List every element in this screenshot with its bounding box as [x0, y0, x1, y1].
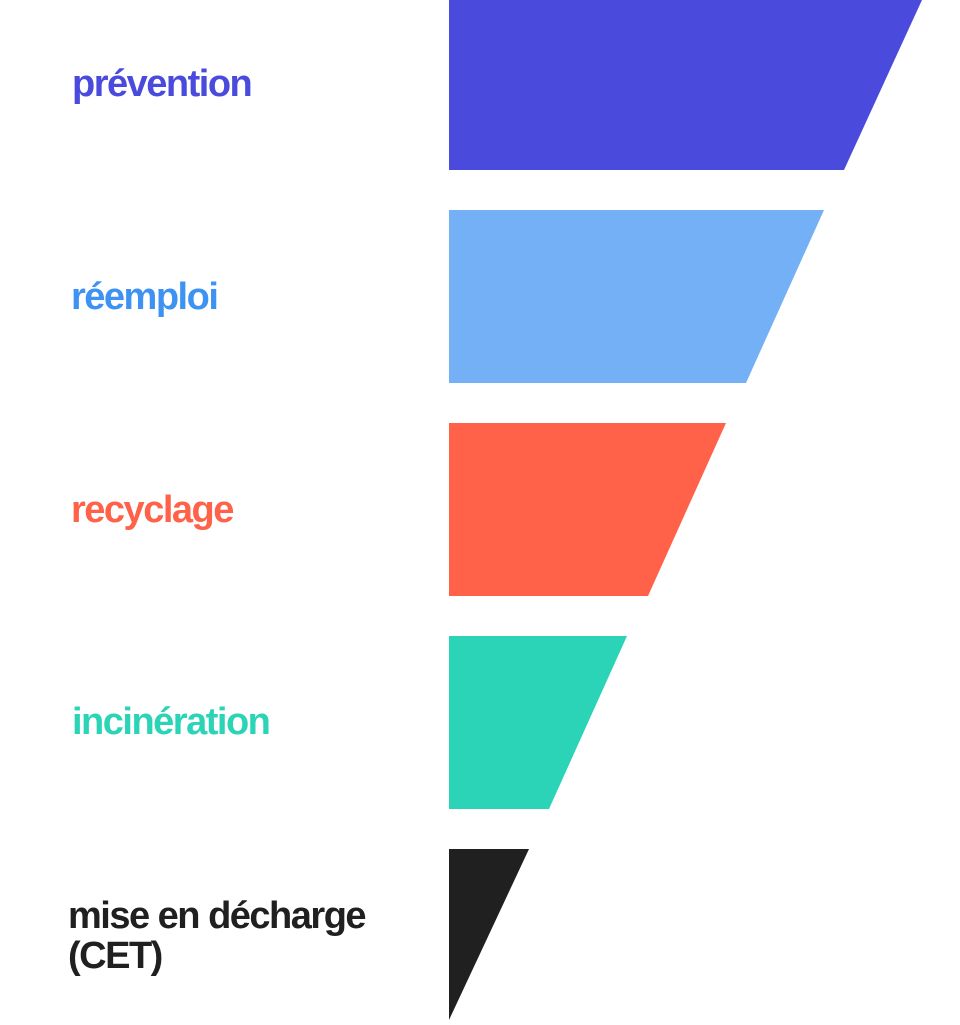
level-label: mise en décharge	[68, 895, 365, 937]
level-shape	[449, 423, 726, 596]
level-shape	[449, 636, 627, 809]
level-label: prévention	[72, 63, 251, 105]
level-shape	[449, 210, 824, 383]
level-shape	[449, 849, 529, 1020]
level-label: recyclage	[71, 489, 233, 531]
level-label: (CET)	[68, 935, 162, 977]
level-label: incinération	[72, 701, 269, 743]
level-label: réemploi	[71, 276, 217, 318]
level-shape	[449, 0, 922, 170]
